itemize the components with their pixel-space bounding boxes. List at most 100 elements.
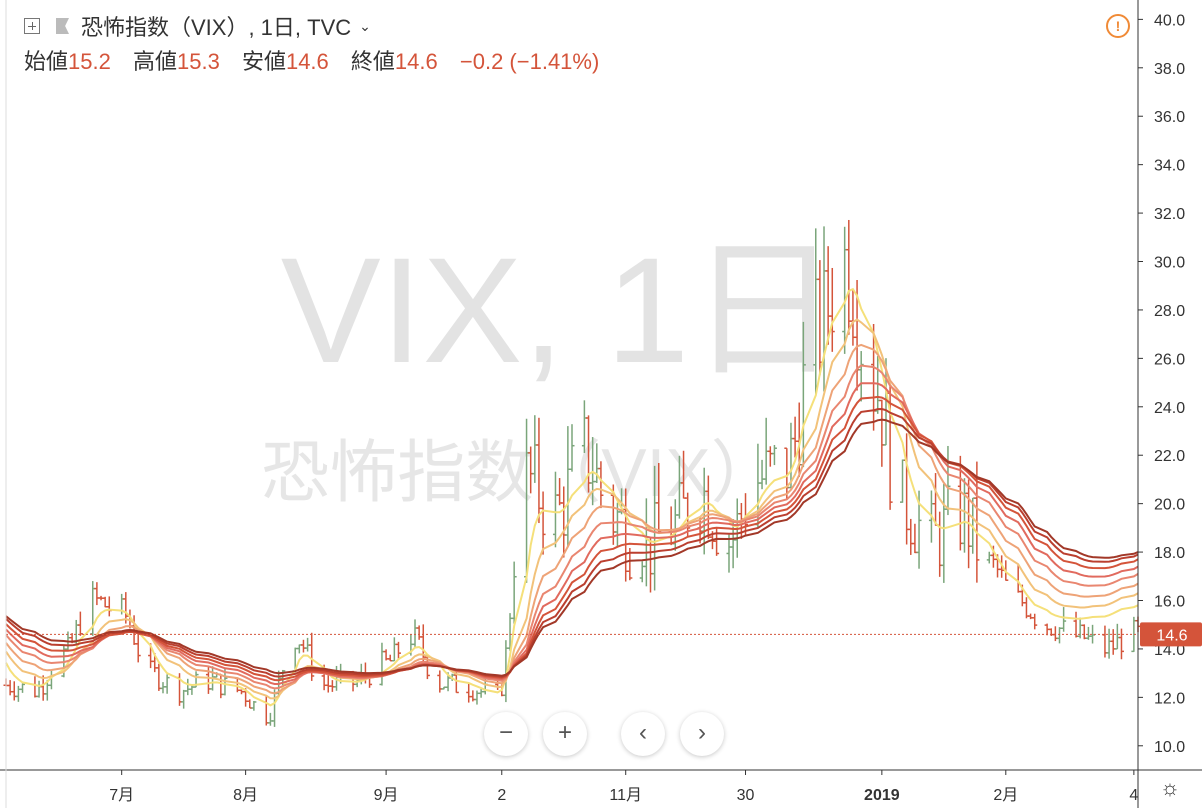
ohlc-bar [300,639,306,653]
symbol-title[interactable]: 恐怖指数（VIX）, 1日, TVC [81,15,352,40]
ohlc-bar [1106,628,1112,659]
ohlc-bar [540,491,546,555]
watermark-description: 恐怖指数（VIX） [261,435,779,511]
low-label: 安値 [241,49,286,74]
gear-icon[interactable]: ☼ [1159,775,1181,800]
x-tick-label: 2 [497,787,506,804]
ohlc-bar [1077,617,1083,639]
scroll-left-button[interactable]: ‹ [621,712,665,756]
ohlc-bar [478,688,484,698]
ohlc-bar [296,644,302,654]
x-tick-label: 2019 [864,787,900,804]
ohlc-bar [945,445,951,516]
ohlc-bar [329,680,335,692]
x-tick-label: 8月 [233,787,258,804]
ohlc-bar [412,619,418,648]
y-tick-label: 24.0 [1154,400,1185,417]
x-tick-label: 9月 [374,787,399,804]
ohlc-bar [829,267,835,352]
ohlc-bar [900,459,906,503]
ohlc-bar [20,683,26,693]
high-label: 高値 [132,49,177,74]
y-tick-label: 26.0 [1154,351,1185,368]
open-label: 始値 [24,49,69,74]
ma-line [5,318,1139,700]
plus-square-icon[interactable] [24,18,40,34]
last-price-badge: 14.6 [1140,622,1202,647]
y-tick-label: 22.0 [1154,448,1185,465]
ohlc-bar [247,699,253,709]
ohlc-bar [1057,627,1063,644]
y-tick-label: 10.0 [1154,739,1185,756]
ohlc-bar [32,676,38,698]
ohlc-bar [639,561,645,583]
ohlc-bar [961,478,967,553]
ohlc-bar [1081,624,1087,640]
x-axis[interactable]: 7月 8月 9月 2 11月 30 2019 2月 4 [109,770,1138,804]
ohlc-bar [771,444,777,466]
high-value: 15.3 [176,49,220,74]
y-tick-label: 38.0 [1154,61,1185,78]
ma-line [5,287,1139,707]
y-tick-label: 30.0 [1154,255,1185,272]
ohlc-bar [11,681,17,701]
ohlc-bar [156,663,162,691]
ohlc-bar [205,665,211,694]
ohlc-bar [511,561,517,624]
y-tick-label: 32.0 [1154,206,1185,223]
ohlc-bar [387,654,393,662]
ohlc-bar [912,523,918,554]
ohlc-bar [941,484,947,583]
zoom-in-button[interactable]: + [543,712,587,756]
y-tick-label: 28.0 [1154,303,1185,320]
ohlc-bar [40,675,46,701]
y-tick-label: 20.0 [1154,497,1185,514]
ohlc-bar [466,683,472,703]
ohlc-bar [135,633,141,663]
ohlc-bar [94,582,100,606]
last-price-value: 14.6 [1156,627,1187,644]
x-tick-label: 7月 [109,787,134,804]
ohlc-bar [267,712,273,726]
symbol-row: 恐怖指数（VIX）, 1日, TVC ⌄ [24,8,599,44]
open-value: 15.2 [68,49,111,74]
ohlc-bar [685,492,691,537]
ohlc-bar [395,641,401,659]
ohlc-bar [263,696,269,726]
ohlc-bar [1032,613,1038,630]
chart-legend: 恐怖指数（VIX）, 1日, TVC ⌄ 始値15.2 高値15.3 安値14.… [24,8,599,76]
ohlc-bar [181,689,187,709]
flag-icon [56,18,69,34]
ohlc-bar [7,680,13,696]
ohlc-bar [379,642,385,686]
y-tick-label: 18.0 [1154,545,1185,562]
ohlc-bar [569,424,575,472]
exclamation-circle-icon[interactable]: ! [1106,14,1130,38]
ma-line [5,343,1139,695]
ma-line [5,382,1139,685]
y-tick-label: 12.0 [1154,690,1185,707]
ohlc-bar [1023,597,1029,619]
scroll-right-button[interactable]: › [680,712,724,756]
ohlc-values: 始値15.2 高値15.3 安値14.6 終値14.6 −0.2 (−1.41%… [24,44,599,76]
ohlc-bar [36,680,42,698]
y-tick-label: 34.0 [1154,158,1185,175]
ohlc-bar [908,518,914,555]
ohlc-bar [1085,626,1091,640]
ohlc-bar [1073,611,1079,638]
ohlc-bar [668,506,674,546]
ohlc-bar [1090,624,1096,644]
ohlc-bar [598,461,604,509]
ohlc-bar [106,596,112,617]
ma-line [5,364,1139,690]
ohlc-bar [102,596,108,608]
ohlc-bar [1061,607,1067,632]
ohlc-bar [726,534,732,573]
ohlc-bar [1114,623,1120,650]
x-tick-label: 30 [737,787,755,804]
chevron-down-icon[interactable]: ⌄ [359,17,371,34]
zoom-out-button[interactable]: − [484,712,528,756]
close-label: 終値 [350,49,395,74]
